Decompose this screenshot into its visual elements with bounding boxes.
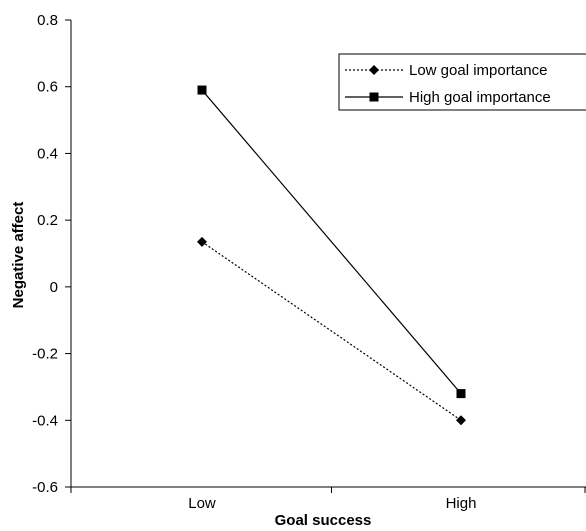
data-point: [197, 85, 207, 95]
series-low-goal-importance: [197, 236, 466, 426]
x-tick-label: High: [446, 495, 477, 512]
series-high-goal-importance: [197, 85, 466, 399]
y-axis-ticks: 0.8 0.6 0.4 0.2 0 -0.2 -0.4 -0.6: [32, 12, 71, 496]
y-tick-label: 0.6: [37, 79, 58, 96]
legend-entry: Low goal importance: [345, 62, 547, 79]
legend-marker: [369, 92, 379, 102]
series-line: [201, 241, 462, 421]
y-tick-label: 0.8: [37, 12, 58, 29]
legend-label: High goal importance: [409, 89, 551, 106]
y-tick-label: 0.2: [37, 212, 58, 229]
x-axis-title: Goal success: [275, 512, 372, 529]
data-point: [456, 389, 466, 399]
x-axis-ticks: Low High: [70, 487, 586, 512]
series-layer: [197, 85, 466, 426]
axes: [70, 20, 586, 488]
y-tick-label: 0.4: [37, 145, 58, 162]
legend: Low goal importance High goal importance: [338, 53, 586, 111]
y-tick-label: -0.4: [32, 412, 58, 429]
data-point: [456, 415, 466, 426]
legend-marker: [369, 65, 379, 75]
legend-entry: High goal importance: [345, 89, 551, 106]
data-point: [197, 236, 207, 247]
y-tick-label: -0.2: [32, 346, 58, 363]
x-tick-label: Low: [188, 495, 216, 512]
legend-label: Low goal importance: [409, 62, 547, 79]
legend-box: [338, 53, 586, 111]
y-axis-title: Negative affect: [10, 202, 27, 309]
series-line: [201, 89, 462, 394]
y-tick-label: 0: [50, 279, 58, 296]
y-tick-label: -0.6: [32, 479, 58, 496]
